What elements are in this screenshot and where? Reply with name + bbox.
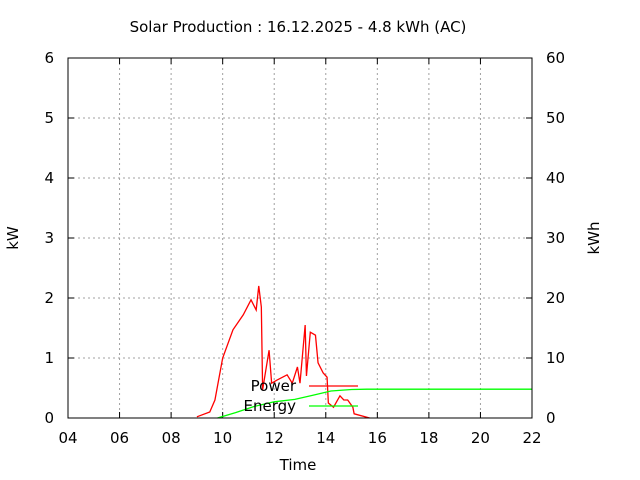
y2-tick-label: 0	[546, 409, 556, 427]
y2-tick-label: 40	[546, 169, 565, 187]
x-tick-label: 04	[58, 429, 77, 447]
x-tick-label: 06	[110, 429, 129, 447]
y2-tick-label: 60	[546, 49, 565, 67]
legend: Power Energy	[243, 377, 358, 415]
plot-border	[67, 57, 533, 419]
y-tick-label: 2	[44, 289, 54, 307]
legend-label-power: Power	[251, 377, 297, 395]
y2-tick-label: 30	[546, 229, 565, 247]
series-line-energy	[217, 388, 532, 419]
y-tick-label: 6	[44, 49, 54, 67]
y-tick-label: 0	[44, 409, 54, 427]
y2-tick-label: 20	[546, 289, 565, 307]
x-tick-label: 10	[213, 429, 232, 447]
y-tick-label: 4	[44, 169, 54, 187]
y2-tick-label: 50	[546, 109, 565, 127]
series	[196, 285, 532, 419]
x-tick-label: 18	[419, 429, 438, 447]
series-line-power	[196, 285, 370, 419]
x-tick-label: 20	[471, 429, 490, 447]
y-tick-label: 5	[44, 109, 54, 127]
x-tick-label: 14	[316, 429, 335, 447]
y2-axis-label: kWh	[585, 221, 603, 254]
grid	[68, 58, 532, 418]
y-tick-label: 3	[44, 229, 54, 247]
x-tick-label: 08	[162, 429, 181, 447]
x-axis-label: Time	[279, 456, 317, 474]
chart-title: Solar Production : 16.12.2025 - 4.8 kWh …	[130, 18, 467, 36]
x-tick-label: 16	[368, 429, 387, 447]
y2-tick-label: 10	[546, 349, 565, 367]
y-axis-label: kW	[4, 226, 22, 250]
x-tick-label: 12	[265, 429, 284, 447]
legend-label-energy: Energy	[243, 397, 296, 415]
x-tick-label: 22	[522, 429, 541, 447]
y-tick-label: 1	[44, 349, 54, 367]
